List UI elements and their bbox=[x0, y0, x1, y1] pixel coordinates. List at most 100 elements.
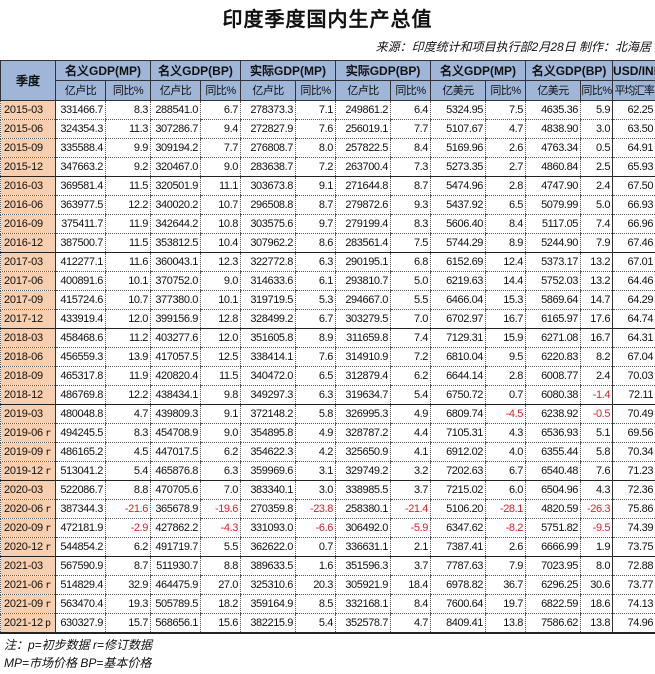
value-cell: 283638.7 bbox=[240, 157, 296, 177]
table-row: 2019-03 480048.8 4.7 439809.3 9.1 372148.2 5.8… bbox=[0, 404, 655, 424]
yoy-cell: 10.8 bbox=[199, 214, 241, 234]
value-cell: 6912.02 bbox=[430, 442, 486, 462]
column-subheader: 同比% bbox=[105, 80, 151, 101]
yoy-cell: 5.5 bbox=[390, 290, 431, 310]
value-cell: 544854.2 bbox=[55, 537, 106, 557]
value-cell: 375411.7 bbox=[55, 214, 106, 234]
yoy-cell: 7.0 bbox=[390, 309, 431, 329]
value-cell: 257822.5 bbox=[335, 138, 391, 158]
revision-flag: r bbox=[44, 503, 52, 515]
value-cell: 403277.6 bbox=[150, 328, 201, 348]
table-row: 2019-09 r 486165.2 4.5 447017.5 6.2 354622.3 4.… bbox=[0, 442, 655, 462]
value-cell: 322772.8 bbox=[240, 252, 296, 272]
yoy-cell: 18.4 bbox=[390, 575, 431, 595]
yoy-cell: 0.7 bbox=[295, 537, 336, 557]
value-cell: 522086.7 bbox=[55, 480, 106, 500]
yoy-cell: 11.5 bbox=[105, 233, 151, 253]
table-row: 2018-06 456559.3 13.9 417057.5 12.5 338414.1 7… bbox=[0, 347, 655, 367]
yoy-cell: 9.0 bbox=[199, 423, 241, 443]
value-cell: 7129.31 bbox=[430, 328, 486, 348]
quarter-label: 2019-12 bbox=[4, 464, 43, 477]
table-row: 2016-06 363977.5 12.2 340020.2 10.7 296508.8 8… bbox=[0, 195, 655, 215]
quarter-cell: 2015-06 bbox=[0, 119, 56, 139]
yoy-cell: 5.3 bbox=[295, 290, 336, 310]
yoy-cell: 7.5 bbox=[390, 233, 431, 253]
yoy-cell: 9.2 bbox=[105, 157, 151, 177]
value-cell: 491719.7 bbox=[150, 537, 201, 557]
yoy-cell: 19.3 bbox=[105, 594, 151, 614]
yoy-cell: 10.7 bbox=[105, 290, 151, 310]
quarter-label: 2021-06 bbox=[4, 578, 43, 591]
value-cell: 5869.64 bbox=[525, 290, 581, 310]
yoy-cell: 2.6 bbox=[485, 138, 526, 158]
value-cell: 5107.67 bbox=[430, 119, 486, 139]
table-row: 2015-03 331466.7 8.3 288541.0 6.7 278373.3 7.1… bbox=[0, 100, 655, 120]
column-subheader: 亿美元 bbox=[430, 80, 487, 101]
yoy-cell: 4.3 bbox=[485, 423, 526, 443]
exchange-rate-cell: 65.93 bbox=[612, 157, 655, 177]
table-row: 2018-12 486769.8 12.2 438434.1 9.8 349297.3 6.… bbox=[0, 385, 655, 405]
value-cell: 464475.9 bbox=[150, 575, 201, 595]
yoy-cell: -23.8 bbox=[295, 499, 336, 519]
yoy-cell: 11.3 bbox=[105, 119, 151, 139]
yoy-cell: 15.7 bbox=[105, 613, 151, 634]
value-cell: 6080.38 bbox=[525, 385, 581, 405]
exchange-rate-cell: 67.50 bbox=[612, 176, 655, 196]
table-row: 2021-09 r 563470.4 19.3 505789.5 18.2 359164.9… bbox=[0, 594, 655, 614]
note-abbrev: MP=市场价格 BP=基本价格 bbox=[4, 656, 152, 670]
quarter-cell: 2021-06 r bbox=[0, 575, 56, 595]
quarter-label: 2020-12 bbox=[4, 540, 43, 553]
quarter-cell: 2021-03 bbox=[0, 556, 56, 576]
value-cell: 331466.7 bbox=[55, 100, 106, 120]
value-cell: 296508.8 bbox=[240, 195, 296, 215]
yoy-cell: 8.9 bbox=[295, 328, 336, 348]
quarter-label: 2015-03 bbox=[4, 103, 43, 116]
yoy-cell: 4.5 bbox=[105, 442, 151, 462]
value-cell: 7586.62 bbox=[525, 613, 581, 634]
revision-flag: r bbox=[44, 541, 52, 553]
yoy-cell: 6.1 bbox=[295, 271, 336, 291]
table-row: 2018-03 458468.6 11.2 403277.6 12.0 351605.8 8… bbox=[0, 328, 655, 348]
yoy-cell: 6.3 bbox=[295, 385, 336, 405]
yoy-cell: 12.0 bbox=[199, 328, 241, 348]
value-cell: 314910.9 bbox=[335, 347, 391, 367]
column-group-header: 实际GDP(MP) bbox=[240, 60, 337, 81]
value-cell: 6666.99 bbox=[525, 537, 581, 557]
yoy-cell: -0.5 bbox=[580, 404, 613, 424]
value-cell: 6165.97 bbox=[525, 309, 581, 329]
yoy-cell: 6.2 bbox=[105, 537, 151, 557]
yoy-cell: -4.3 bbox=[199, 518, 241, 538]
yoy-cell: 7.1 bbox=[295, 100, 336, 120]
quarter-cell: 2015-03 bbox=[0, 100, 56, 120]
value-cell: 293810.7 bbox=[335, 271, 391, 291]
yoy-cell: 8.3 bbox=[390, 214, 431, 234]
value-cell: 5117.05 bbox=[525, 214, 581, 234]
value-cell: 6296.25 bbox=[525, 575, 581, 595]
quarter-cell: 2019-09 r bbox=[0, 442, 56, 462]
value-cell: 6702.97 bbox=[430, 309, 486, 329]
value-cell: 307962.2 bbox=[240, 233, 296, 253]
table-row: 2016-03 369581.4 11.5 320501.9 11.1 303673.8 9… bbox=[0, 176, 655, 196]
yoy-cell: 9.7 bbox=[295, 214, 336, 234]
value-cell: 320467.0 bbox=[150, 157, 201, 177]
value-cell: 311659.8 bbox=[335, 328, 391, 348]
exchange-rate-cell: 73.75 bbox=[612, 537, 655, 557]
column-subheader: 亿美元 bbox=[525, 80, 582, 101]
value-cell: 383340.1 bbox=[240, 480, 296, 500]
yoy-cell: 6.5 bbox=[485, 195, 526, 215]
exchange-rate-cell: 67.46 bbox=[612, 233, 655, 253]
yoy-cell: 8.4 bbox=[390, 594, 431, 614]
table-row: 2020-09 r 472181.9 -2.9 427862.2 -4.3 331093.0… bbox=[0, 518, 655, 538]
column-subheader: 同比% bbox=[390, 80, 432, 101]
yoy-cell: 36.7 bbox=[485, 575, 526, 595]
column-subheader: 平均汇率 bbox=[612, 80, 655, 101]
yoy-cell: -28.1 bbox=[485, 499, 526, 519]
value-cell: 568656.1 bbox=[150, 613, 201, 634]
content: 季度 名义GDP(MP) 名义GDP(BP) 实际GDP(MP) 实际GDP(BP) 名义… bbox=[0, 60, 655, 672]
value-cell: 433919.4 bbox=[55, 309, 106, 329]
page-title: 印度季度国内生产总值 bbox=[222, 9, 433, 31]
exchange-rate-cell: 74.13 bbox=[612, 594, 655, 614]
yoy-cell: 11.9 bbox=[105, 214, 151, 234]
yoy-cell: 0.7 bbox=[485, 385, 526, 405]
value-cell: 382215.9 bbox=[240, 613, 296, 634]
